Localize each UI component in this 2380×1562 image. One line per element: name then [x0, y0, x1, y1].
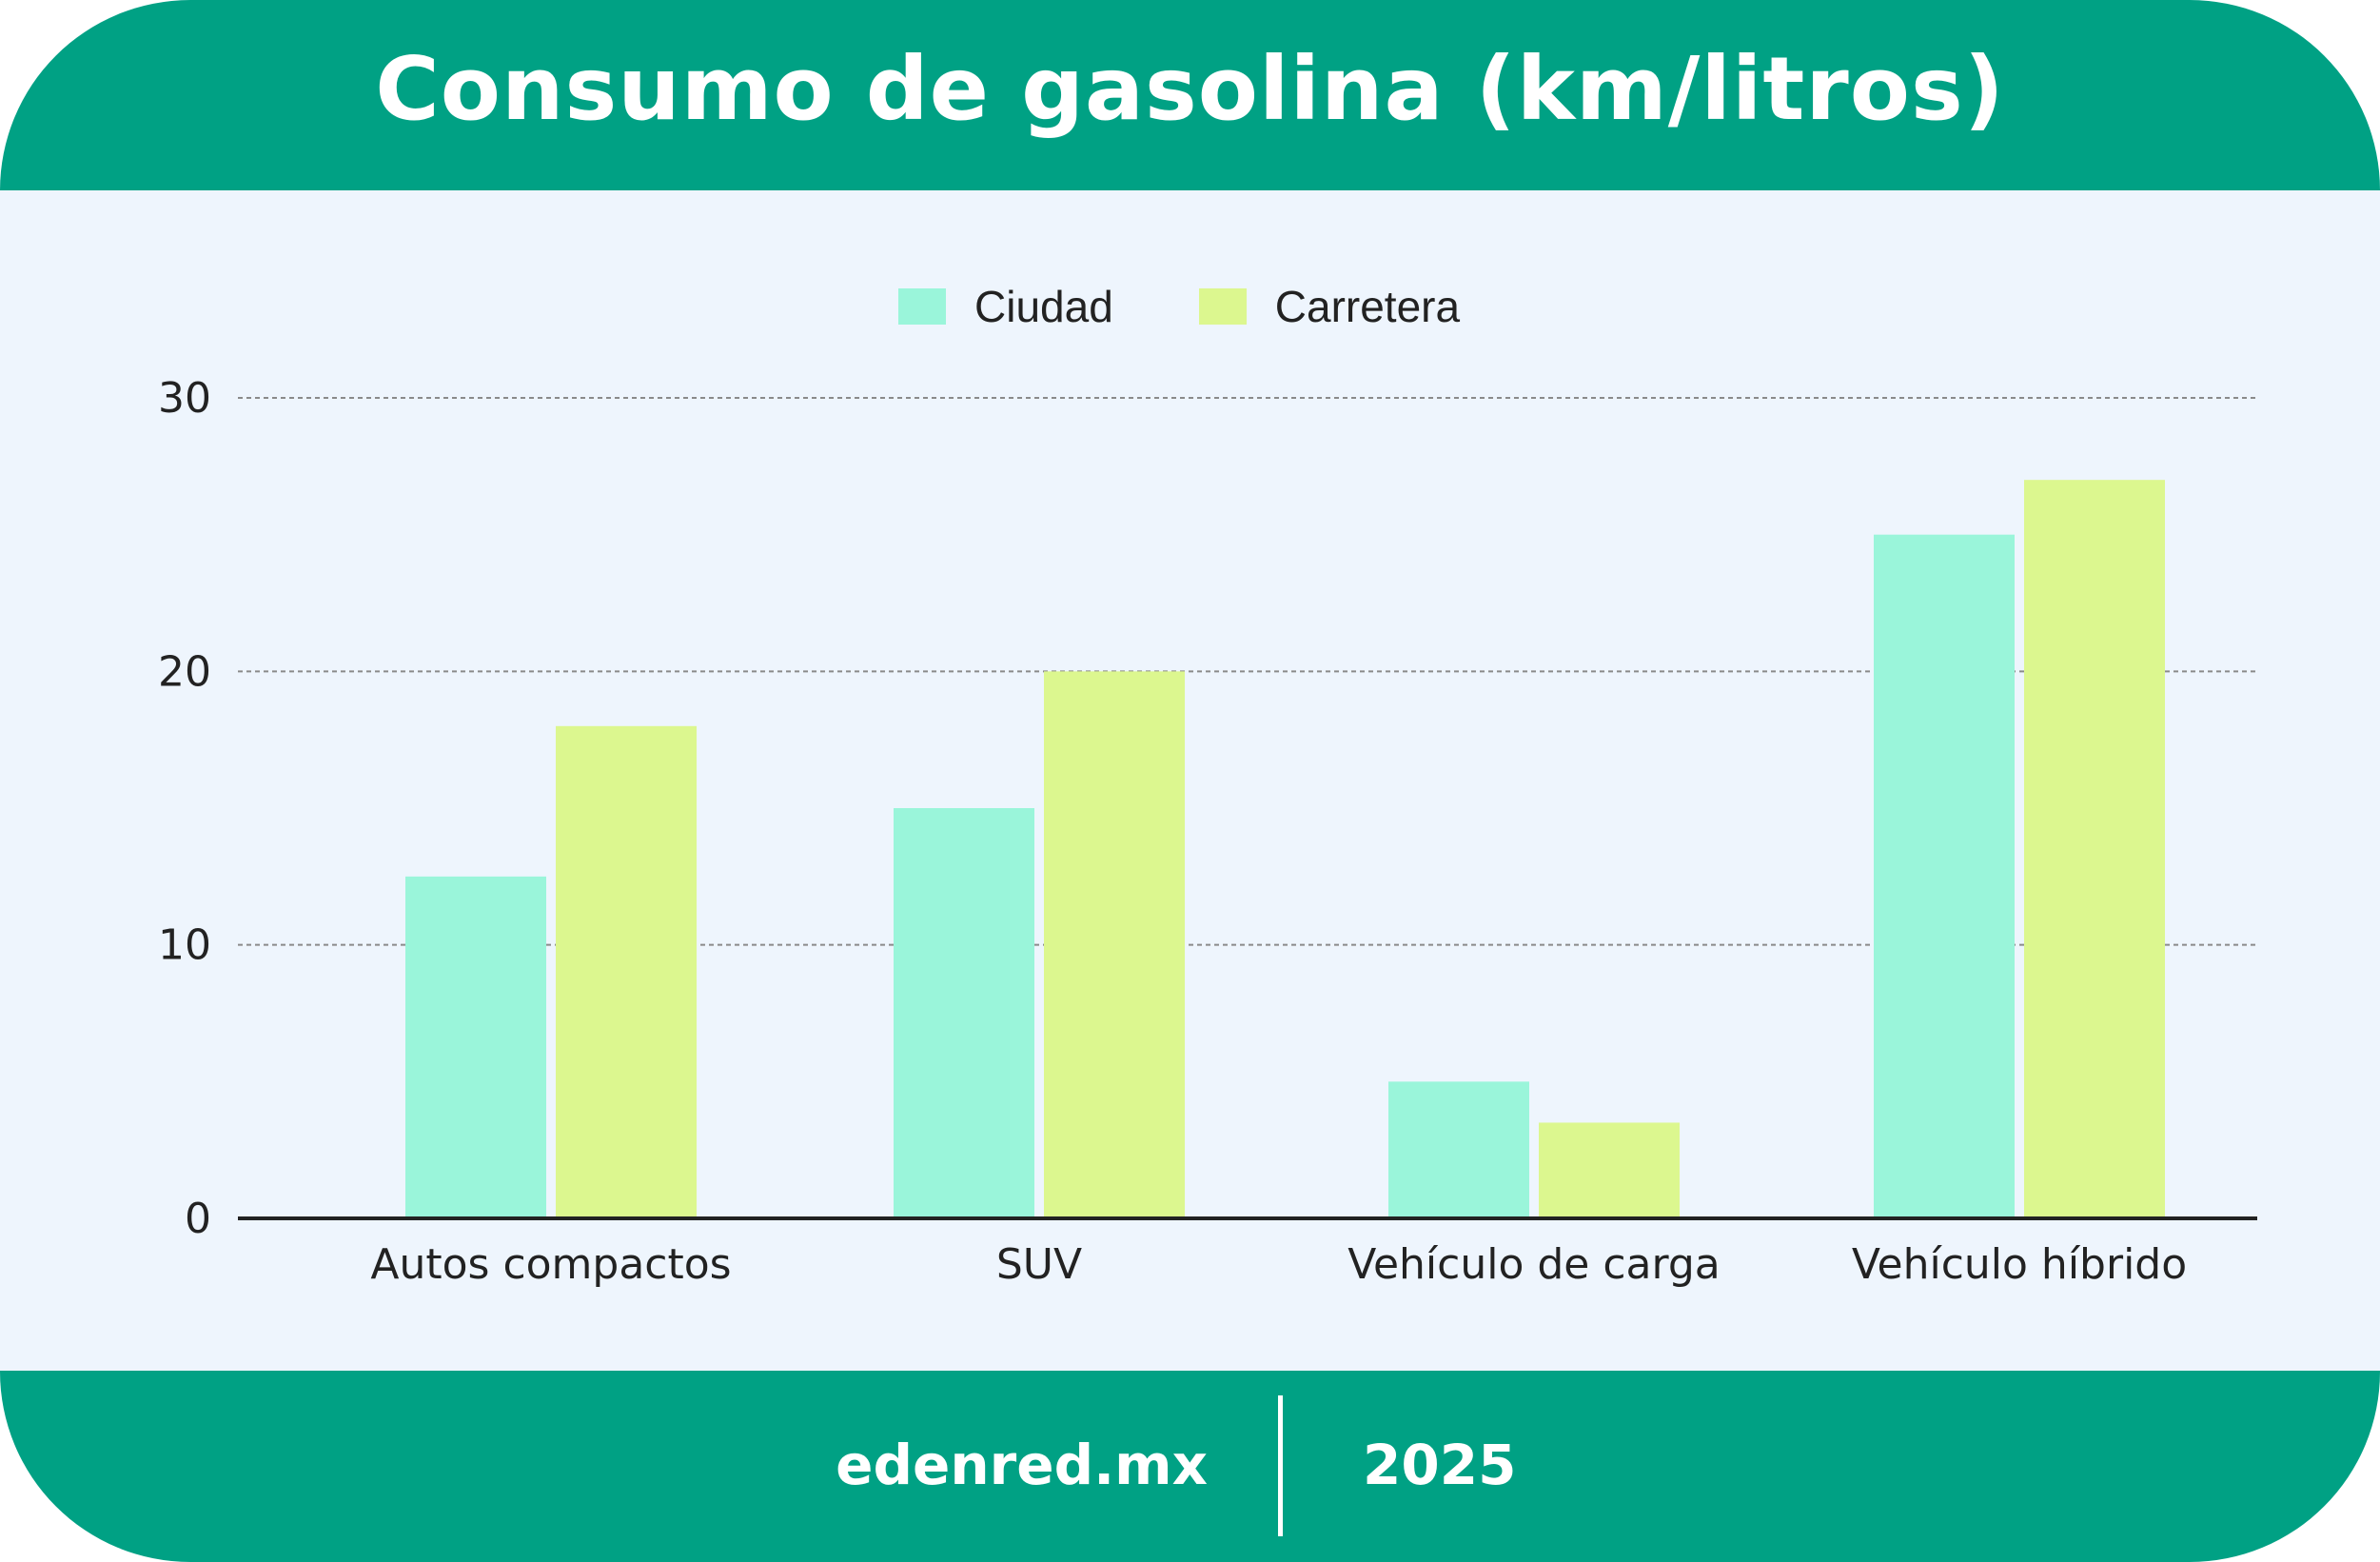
- footer-divider: [1278, 1395, 1283, 1536]
- y-tick-label-10: 10: [158, 921, 211, 970]
- y-tick-label-30: 30: [158, 374, 211, 423]
- bar-ciudad-3: [1874, 534, 2015, 1218]
- bar-ciudad-1: [894, 808, 1034, 1218]
- bar-carretera-2: [1539, 1122, 1680, 1218]
- legend-label-carretera: Carretera: [1274, 282, 1461, 331]
- bar-carretera-3: [2024, 480, 2165, 1218]
- footer-site: edenred.mx: [836, 1433, 1208, 1497]
- x-tick-label-1: SUV: [996, 1240, 1082, 1289]
- legend-swatch-carretera: [1198, 288, 1247, 325]
- y-tick-label-20: 20: [158, 647, 211, 696]
- bar-carretera-0: [556, 725, 697, 1218]
- footer-year: 2025: [1363, 1433, 1517, 1497]
- legend-item-ciudad: Ciudad: [898, 281, 1113, 332]
- x-tick-label-0: Autos compactos: [370, 1240, 731, 1289]
- bar-carretera-1: [1044, 671, 1185, 1218]
- header-bar: Consumo de gasolina (km/litros): [0, 0, 2380, 190]
- x-tick-label-2: Vehículo de carga: [1347, 1240, 1720, 1289]
- chart-title: Consumo de gasolina (km/litros): [375, 37, 2005, 140]
- legend-item-carretera: Carretera: [1198, 281, 1461, 332]
- legend-swatch-ciudad: [898, 288, 946, 325]
- bar-ciudad-0: [405, 876, 546, 1218]
- bar-ciudad-2: [1388, 1081, 1529, 1218]
- legend-label-ciudad: Ciudad: [974, 282, 1113, 331]
- x-tick-label-3: Vehículo híbrido: [1852, 1240, 2187, 1289]
- footer-bar: edenred.mx 2025: [0, 1371, 2380, 1562]
- y-tick-label-0: 0: [185, 1195, 211, 1243]
- legend: Ciudad Carretera: [898, 281, 1545, 332]
